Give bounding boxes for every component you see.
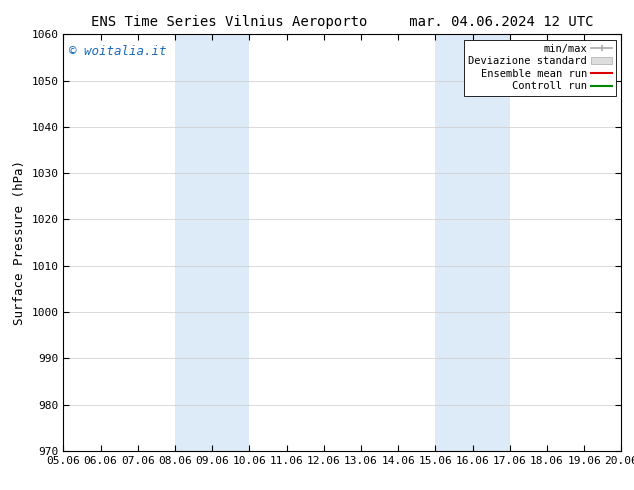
Title: ENS Time Series Vilnius Aeroporto     mar. 04.06.2024 12 UTC: ENS Time Series Vilnius Aeroporto mar. 0… [91,15,593,29]
Bar [175,34,249,451]
Y-axis label: Surface Pressure (hPa): Surface Pressure (hPa) [13,160,26,325]
Bar [436,34,510,451]
Text: © woitalia.it: © woitalia.it [69,45,167,58]
Legend: min/max, Deviazione standard, Ensemble mean run, Controll run: min/max, Deviazione standard, Ensemble m… [464,40,616,96]
